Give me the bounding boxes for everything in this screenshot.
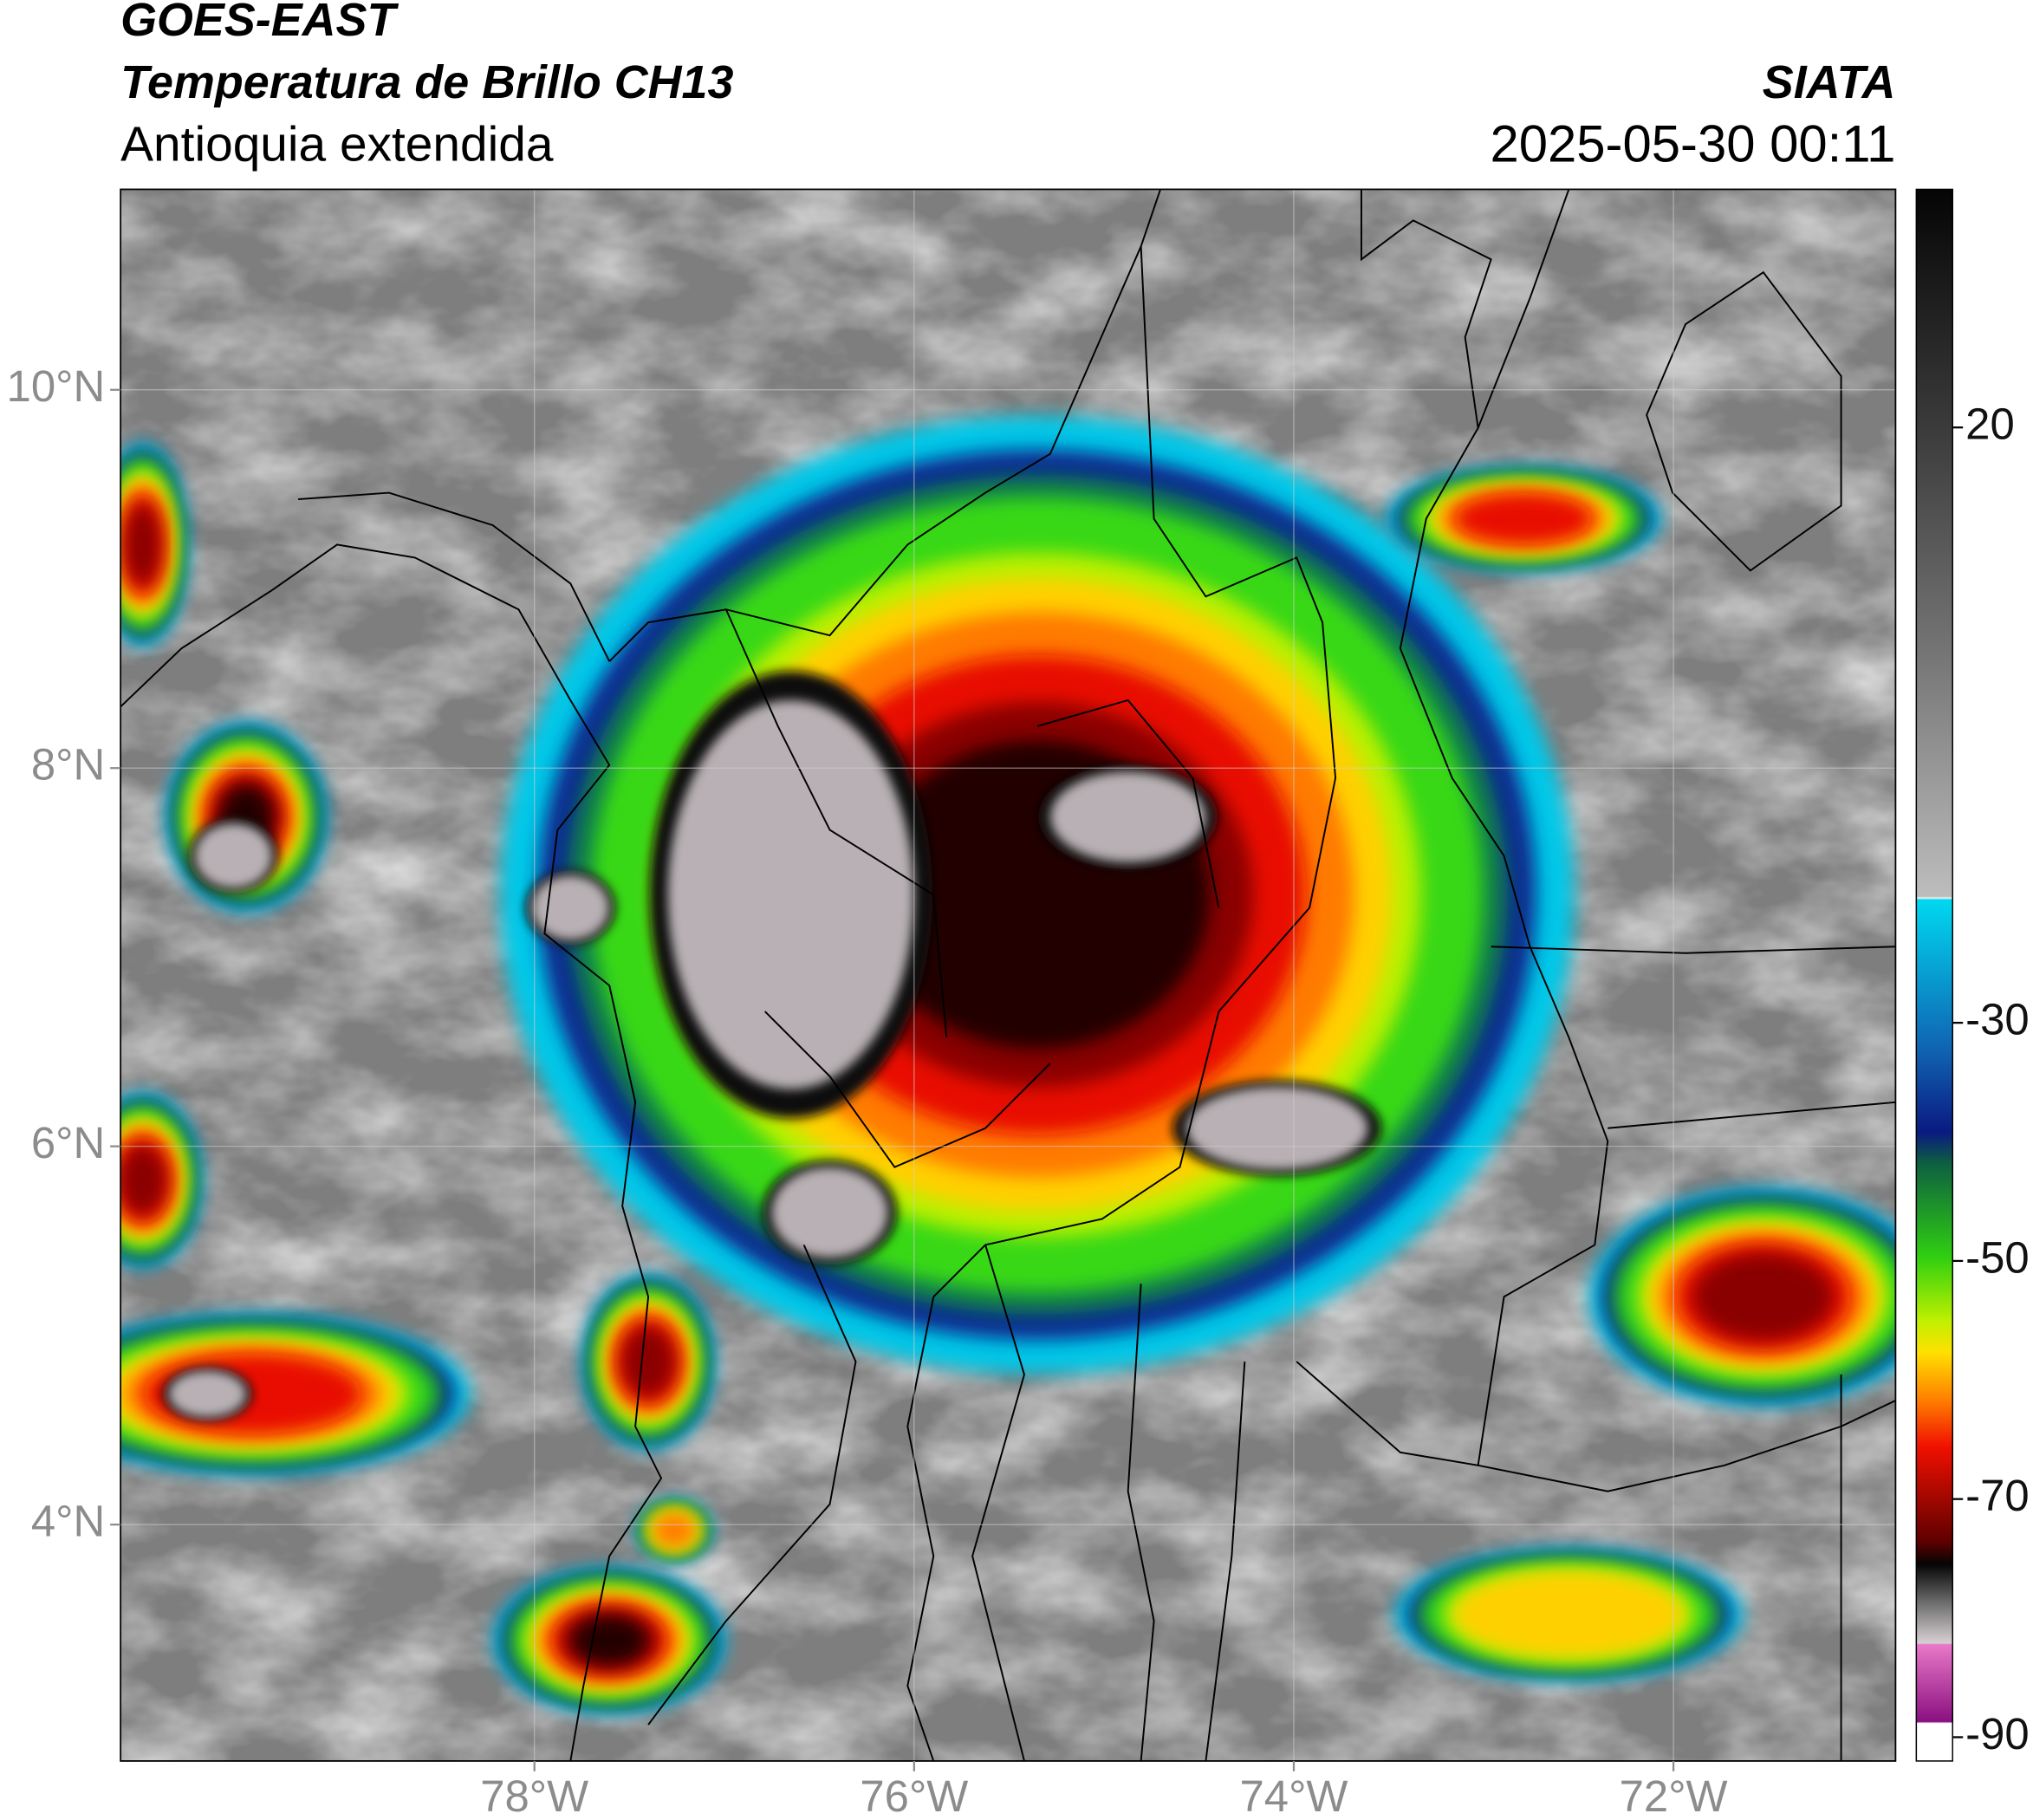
y-tick-label: 4°N [31,1497,105,1546]
x-tick-label: 72°W [1620,1771,1728,1820]
source: SIATA [1763,56,1896,108]
subtitle: Temperatura de Brillo CH13 [120,56,733,108]
cold-top [1185,1086,1368,1170]
storm-layer [125,504,160,586]
cold-top [1049,771,1206,863]
storms [120,415,1896,1713]
title: GOES-EAST [120,0,399,46]
storm-layer [1454,493,1593,544]
colorbar-tick-label: 20 [1965,400,2015,449]
y-tick-label: 8°N [31,740,105,790]
cold-top [771,1167,888,1258]
region: Antioquia extendida [120,118,554,172]
y-tick-label: 10°N [7,361,106,411]
colorbar-tick-label: -50 [1965,1232,2030,1282]
x-tick-label: 74°W [1240,1771,1348,1820]
colorbar-tick-label: -30 [1965,995,2030,1044]
colorbar [1915,188,1953,1762]
cold-top [168,1370,247,1418]
map-frame [120,188,1897,1762]
x-tick-label: 76°W [860,1771,968,1820]
borders [120,189,1896,1761]
colorbar-tick-label: -90 [1965,1709,2030,1758]
storm-layer [621,1326,675,1397]
storm-layer [1693,1252,1834,1341]
storm-layer [653,1512,696,1548]
map-area [120,189,1896,1761]
cold-top [194,823,273,888]
grid [120,189,1896,1761]
colorbar-tick-label: -70 [1965,1471,2030,1520]
storm-layer [572,1616,647,1664]
cold-top [667,699,914,1089]
datetime: 2025-05-30 00:11 [1490,114,1895,172]
cold-top [531,874,610,940]
storm-layer [120,1145,166,1215]
storm-layer [1453,1571,1685,1658]
y-tick-label: 6°N [31,1118,105,1167]
x-tick-label: 78°W [480,1771,588,1820]
